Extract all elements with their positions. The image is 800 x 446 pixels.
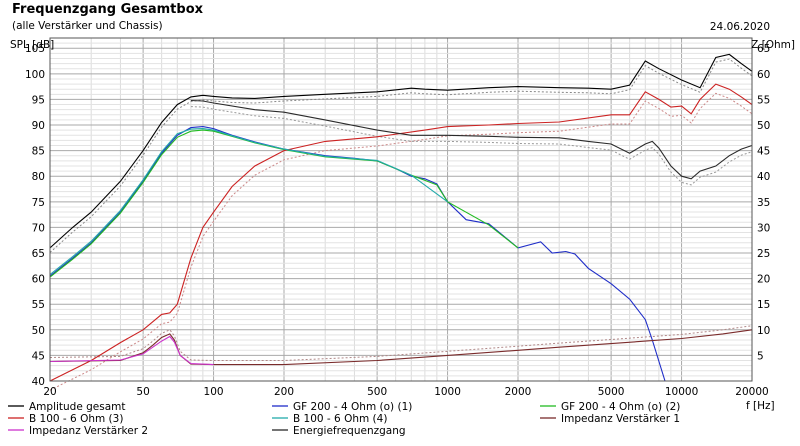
y-left-tick-label: 45 <box>32 350 45 362</box>
y-left-tick-label: 90 <box>32 120 45 132</box>
y-right-tick-label: 30 <box>757 222 770 234</box>
y-left-axis-label: SPL [dB] <box>10 39 54 51</box>
reference-line <box>190 106 753 186</box>
chart-title: Frequenzgang Gesamtbox <box>12 2 204 17</box>
y-left-tick-label: 100 <box>25 69 45 81</box>
legend-label: B 100 - 6 Ohm (4) <box>293 413 387 425</box>
y-left-tick-label: 40 <box>32 376 45 388</box>
reference-line <box>49 58 753 253</box>
series-line-energiefrequenzgang <box>190 99 753 180</box>
y-left-tick-label: 85 <box>32 146 45 158</box>
y-right-tick-label: 55 <box>757 94 770 106</box>
y-left-tick-label: 60 <box>32 274 45 286</box>
reference-line <box>49 92 753 391</box>
y-left-tick-label: 75 <box>32 197 45 209</box>
x-tick-label: 200 <box>274 386 294 398</box>
y-left-tick-label: 105 <box>25 43 45 55</box>
legend: Amplitude gesamt GF 200 - 4 Ohm (o) (1) GF… <box>8 401 680 437</box>
x-tick-label: 5000 <box>598 386 625 398</box>
y-left-tick-label: 70 <box>32 222 45 234</box>
x-tick-label: 20 <box>43 386 56 398</box>
legend-label: GF 200 - 4 Ohm (o) (1) <box>293 401 412 413</box>
series-lines <box>49 53 753 382</box>
x-tick-label: 50 <box>136 386 149 398</box>
y-right-tick-label: 15 <box>757 299 770 311</box>
chart-subtitle: (alle Verstärker und Chassis) <box>12 20 163 32</box>
y-left-tick-label: 50 <box>32 325 45 337</box>
y-right-tick-label: 25 <box>757 248 770 260</box>
x-tick-label: 2000 <box>505 386 532 398</box>
x-tick-label: 100 <box>204 386 224 398</box>
y-right-axis-label: Z [Ohm] <box>751 39 795 51</box>
legend-label: Energiefrequenzgang <box>293 425 406 437</box>
y-right-tick-label: 35 <box>757 197 770 209</box>
x-tick-label: 20000 <box>735 386 768 398</box>
y-left-tick-label: 65 <box>32 248 45 260</box>
y-left-tick-label: 95 <box>32 94 45 106</box>
x-tick-label: 500 <box>367 386 387 398</box>
y-right-tick-label: 10 <box>757 325 770 337</box>
reference-line <box>49 325 753 361</box>
series-line-impedanz-verst-rker-2 <box>49 335 214 366</box>
y-right-tick-label: 40 <box>757 171 770 183</box>
x-tick-label: 10000 <box>665 386 698 398</box>
x-axis-label: f [Hz] <box>746 400 775 412</box>
axis-ticks: 20 50 100 200 500 1000 2000 5000 10000 20000 40 45 5… <box>10 39 795 412</box>
y-right-tick-label: 45 <box>757 146 770 158</box>
series-line-b-100-6-ohm-4 <box>49 128 448 275</box>
x-tick-label: 1000 <box>434 386 461 398</box>
y-right-tick-label: 60 <box>757 69 770 81</box>
plot-frame <box>49 37 753 382</box>
series-line-amplitude-gesamt <box>49 53 753 249</box>
series-line-gf-200-4-ohm-o-2 <box>49 129 519 278</box>
y-left-tick-label: 80 <box>32 171 45 183</box>
y-right-tick-label: 5 <box>757 350 764 362</box>
y-right-tick-label: 65 <box>757 43 770 55</box>
legend-label: GF 200 - 4 Ohm (o) (2) <box>561 401 680 413</box>
legend-label: Amplitude gesamt <box>29 401 126 413</box>
y-left-tick-label: 55 <box>32 299 45 311</box>
series-line-gf-200-4-ohm-o-1 <box>49 126 666 382</box>
reference-curves <box>49 58 753 391</box>
y-right-tick-label: 50 <box>757 120 770 132</box>
legend-label: Impedanz Verstärker 2 <box>29 425 148 437</box>
chart-date: 24.06.2020 <box>709 21 770 33</box>
series-line-impedanz-verst-rker-1 <box>49 329 753 366</box>
legend-label: Impedanz Verstärker 1 <box>561 413 680 425</box>
y-right-tick-label: 20 <box>757 274 770 286</box>
legend-label: B 100 - 6 Ohm (3) <box>29 413 123 425</box>
series-line-b-100-6-ohm-3 <box>49 83 753 382</box>
